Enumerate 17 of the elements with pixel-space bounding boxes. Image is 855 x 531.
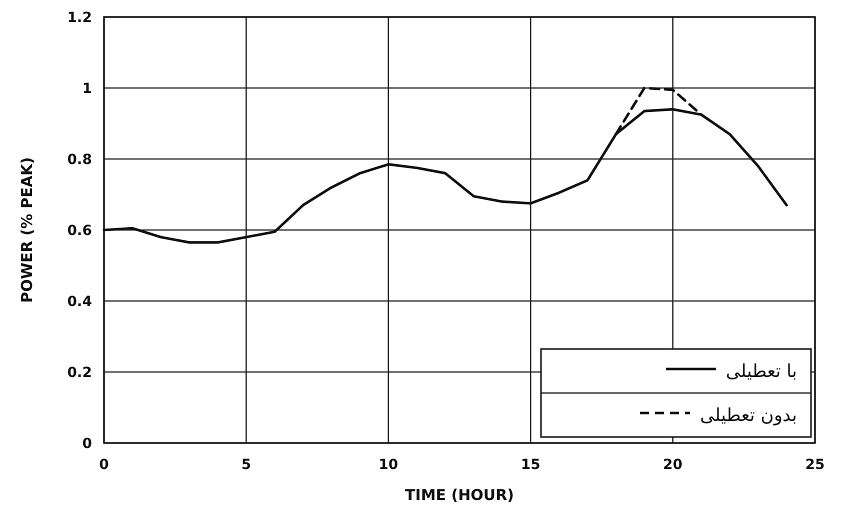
- x-tick-label: 5: [241, 457, 252, 473]
- y-tick-label: 0: [82, 436, 92, 452]
- y-tick-label: 0.2: [67, 365, 92, 381]
- y-tick-label: 0.8: [67, 152, 92, 168]
- x-tick-label: 25: [805, 457, 825, 473]
- y-tick-label: 0.6: [67, 223, 92, 239]
- x-tick-label: 10: [378, 457, 398, 473]
- x-tick-label: 0: [99, 457, 110, 473]
- y-tick-label: 0.4: [67, 294, 92, 310]
- y-axis-title: POWER (% PEAK): [18, 157, 36, 303]
- y-tick-label: 1: [82, 81, 92, 97]
- legend-label: با تعطیلی: [726, 361, 797, 382]
- legend-label: بدون تعطیلی: [700, 405, 797, 426]
- x-axis-title: TIME (HOUR): [405, 486, 514, 504]
- x-tick-label: 15: [520, 457, 540, 473]
- y-tick-label: 1.2: [67, 10, 92, 26]
- x-tick-label: 20: [663, 457, 683, 473]
